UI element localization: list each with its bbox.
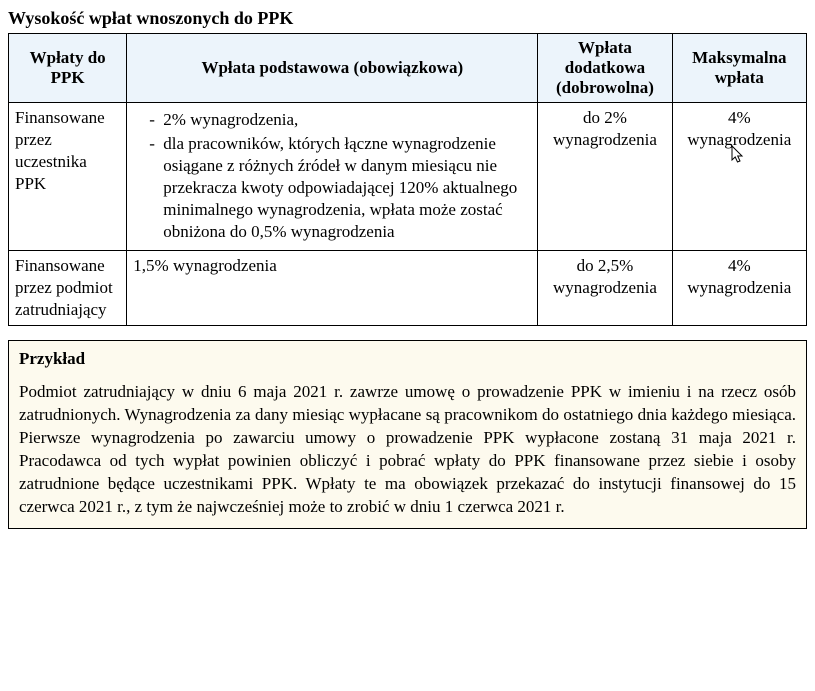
table-row: Finansowane przez uczestnika PPK 2% wyna… bbox=[9, 103, 807, 251]
row2-c4: 4% wynagrodzenia bbox=[672, 250, 806, 325]
ppk-table: Wpłaty do PPK Wpłata podstawowa (obowiąz… bbox=[8, 33, 807, 326]
list-item: 2% wynagrodzenia, bbox=[149, 109, 531, 131]
row2-c3: do 2,5% wynagrodzenia bbox=[538, 250, 672, 325]
list-item: dla pracowników, których łączne wynagrod… bbox=[149, 133, 531, 243]
table-row: Finansowane przez podmiot zatrudniający … bbox=[9, 250, 807, 325]
section-title: Wysokość wpłat wnoszonych do PPK bbox=[8, 8, 807, 29]
row1-c3: do 2% wynagrodzenia bbox=[538, 103, 672, 251]
header-c4: Maksymalna wpłata bbox=[672, 34, 806, 103]
header-c3: Wpłata dodatkowa (dobrowolna) bbox=[538, 34, 672, 103]
table-header-row: Wpłaty do PPK Wpłata podstawowa (obowiąz… bbox=[9, 34, 807, 103]
row2-c2: 1,5% wynagrodzenia bbox=[127, 250, 538, 325]
row1-c2: 2% wynagrodzenia, dla pracowników, który… bbox=[127, 103, 538, 251]
example-body: Podmiot zatrudniający w dniu 6 maja 2021… bbox=[19, 381, 796, 519]
header-c2: Wpłata podstawowa (obowiązkowa) bbox=[127, 34, 538, 103]
row1-c4: 4% wynagrodzenia bbox=[672, 103, 806, 251]
header-c1: Wpłaty do PPK bbox=[9, 34, 127, 103]
example-box: Przykład Podmiot zatrudniający w dniu 6 … bbox=[8, 340, 807, 530]
example-title: Przykład bbox=[19, 349, 796, 369]
row1-c4-text: 4% wynagrodzenia bbox=[687, 108, 791, 149]
row1-c2-list: 2% wynagrodzenia, dla pracowników, który… bbox=[133, 109, 531, 244]
row2-c1: Finansowane przez podmiot zatrudniający bbox=[9, 250, 127, 325]
row1-c1: Finansowane przez uczestnika PPK bbox=[9, 103, 127, 251]
